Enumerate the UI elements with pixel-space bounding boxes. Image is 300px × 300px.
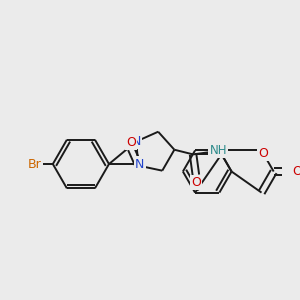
Text: Br: Br (28, 158, 42, 170)
Text: N: N (131, 135, 141, 148)
Text: O: O (191, 176, 201, 189)
Text: O: O (259, 147, 268, 160)
Text: N: N (135, 158, 145, 170)
Text: O: O (126, 136, 136, 149)
Text: O: O (292, 165, 300, 178)
Text: NH: NH (210, 144, 227, 157)
